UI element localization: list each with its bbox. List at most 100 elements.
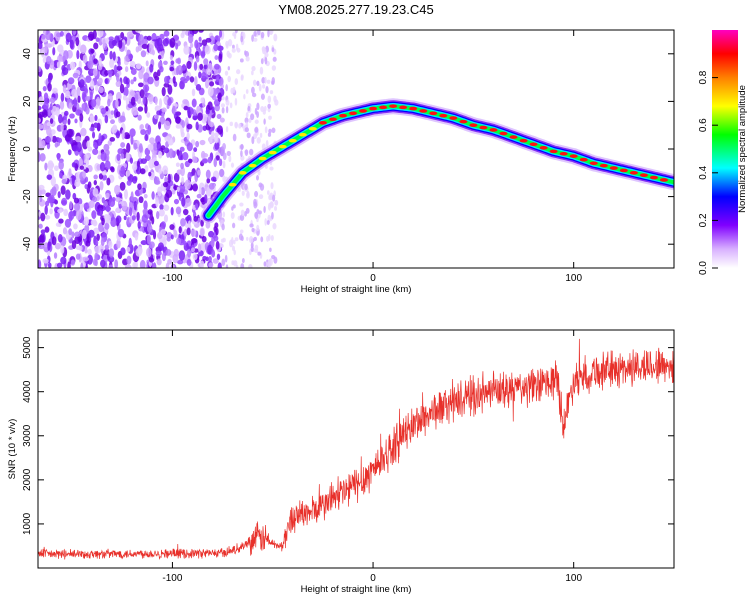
spectrogram-noise-cell	[101, 217, 105, 226]
spectrogram-noise-cell	[98, 132, 102, 143]
spectrogram-noise-cell	[39, 46, 46, 56]
spectrogram-noise-cell	[110, 119, 115, 125]
spectrogram-noise-cell	[69, 201, 73, 210]
spectrogram-noise-cell	[139, 259, 146, 268]
spectrogram-noise-cell	[161, 112, 165, 118]
spectrogram-noise-cell	[230, 212, 235, 220]
spectrogram-noise-cell	[148, 158, 155, 169]
spectrogram-noise-cell	[195, 140, 200, 148]
spectrogram-noise-cell	[244, 51, 250, 58]
spectrogram-noise-cell	[148, 171, 152, 177]
spectrogram-noise-cell	[156, 110, 162, 116]
spectrogram-noise-cell	[260, 58, 264, 65]
spectrogram-noise-cell	[68, 228, 73, 236]
spectrogram-noise-cell	[246, 132, 251, 139]
spectrogram-noise-cell	[201, 235, 207, 243]
spectrogram-noise-cell	[104, 244, 109, 251]
spectrogram-noise-cell	[236, 69, 241, 75]
spectrogram-noise-cell	[98, 57, 102, 67]
spectrogram-noise-cell	[38, 223, 43, 229]
spectrogram-noise-cell	[154, 76, 160, 81]
spectrogram-noise-cell	[68, 211, 75, 221]
spectrogram-noise-cell	[249, 223, 254, 228]
spectrogram-noise-cell	[104, 160, 111, 170]
spectrogram-noise-cell	[178, 184, 186, 193]
spectrogram-noise-cell	[253, 198, 257, 207]
spectrogram-noise-cell	[59, 100, 65, 110]
spectrogram-noise-cell	[74, 118, 78, 124]
spectrogram-noise-cell	[172, 76, 176, 84]
chart-title: YM08.2025.277.19.23.C45	[278, 2, 433, 17]
spectrogram-noise-cell	[46, 126, 52, 136]
spectrogram-ytick-label: -40	[22, 237, 33, 252]
spectrogram-noise-cell	[74, 235, 81, 245]
snr-ticks: -100 0 100 1000 2000 3000 4000 5000	[22, 330, 674, 584]
spectrogram-noise-cell	[158, 98, 163, 109]
spectrogram-noise-cell	[260, 93, 265, 100]
spectrogram-noise-cell	[116, 238, 121, 249]
spectrogram-noise-cell	[169, 66, 175, 72]
spectrogram-noise-cell	[84, 248, 88, 254]
spectrogram-noise-cell	[49, 208, 53, 215]
spectrogram-ridge-peak	[318, 121, 327, 125]
spectrogram-noise-cell	[201, 153, 209, 158]
spectrogram-noise-cell	[84, 83, 88, 92]
spectrogram-noise-cell	[169, 55, 173, 61]
spectrogram-noise-cell	[265, 86, 269, 94]
spectrogram-noise-cell	[224, 254, 228, 263]
spectrogram-noise-cell	[126, 246, 131, 253]
spectrogram-noise-cell	[208, 182, 215, 190]
spectrogram-noise-cell	[159, 65, 164, 73]
spectrogram-noise-cell	[249, 236, 254, 244]
spectrogram-noise-cell	[54, 242, 61, 250]
spectrogram-noise-cell	[175, 65, 180, 76]
spectrogram-noise-cell	[146, 112, 151, 118]
spectrogram-noise-cell	[133, 110, 139, 116]
spectrogram-noise-cell	[85, 75, 92, 84]
spectrogram-noise-cell	[216, 253, 221, 260]
spectrogram-noise-cell	[161, 252, 166, 262]
spectrogram-noise-cell	[107, 255, 115, 263]
spectrogram-noise-cell	[112, 51, 116, 61]
spectrogram-noise-cell	[103, 50, 108, 56]
spectrogram-noise-cell	[104, 222, 110, 230]
spectrogram-noise-cell	[47, 241, 51, 251]
spectrogram-noise-cell	[61, 197, 68, 206]
spectrogram-noise-cell	[71, 174, 75, 186]
spectrogram-noise-cell	[47, 109, 51, 117]
spectrogram-ridge-peak	[609, 166, 618, 170]
spectrogram-noise-cell	[211, 95, 217, 101]
spectrogram-noise-cell	[240, 209, 245, 216]
spectrogram-noise-cell	[56, 61, 61, 69]
spectrogram-noise-cell	[197, 169, 201, 176]
spectrogram-noise-cell	[264, 56, 268, 65]
spectrogram-noise-cell	[57, 208, 63, 214]
spectrogram-noise-cell	[187, 33, 194, 44]
spectrogram-noise-cell	[253, 236, 257, 242]
spectrogram-noise-cell	[97, 64, 103, 71]
spectrogram-noise-cell	[163, 82, 170, 88]
spectrogram-noise-cell	[140, 50, 147, 58]
spectrogram-noise-cell	[210, 176, 217, 182]
spectrogram-noise-cell	[115, 98, 119, 109]
spectrogram-noise-cell	[232, 204, 236, 209]
spectrogram-noise-cell	[269, 247, 272, 253]
spectrogram-noise-cell	[55, 107, 60, 117]
spectrogram-noise-cell	[38, 117, 41, 123]
spectrogram-noise-cell	[218, 30, 223, 38]
spectrogram-noise-cell	[239, 202, 244, 207]
spectrogram-noise-cell	[214, 135, 219, 144]
spectrogram-noise-cell	[240, 74, 244, 80]
spectrogram-noise-cell	[134, 93, 139, 102]
spectrogram-noise-cell	[93, 227, 100, 235]
spectrogram-noise-cell	[213, 157, 218, 168]
spectrogram-noise-cell	[65, 90, 71, 99]
spectrogram-noise-cell	[38, 66, 42, 73]
spectrogram-noise-cell	[214, 55, 219, 61]
spectrogram-noise-cell	[39, 153, 46, 162]
spectrogram-noise-cell	[271, 127, 276, 134]
spectrogram-noise-cell	[54, 142, 59, 148]
spectrogram-noise-cell	[163, 214, 169, 223]
snr-ytick-label: 2000	[22, 468, 33, 491]
